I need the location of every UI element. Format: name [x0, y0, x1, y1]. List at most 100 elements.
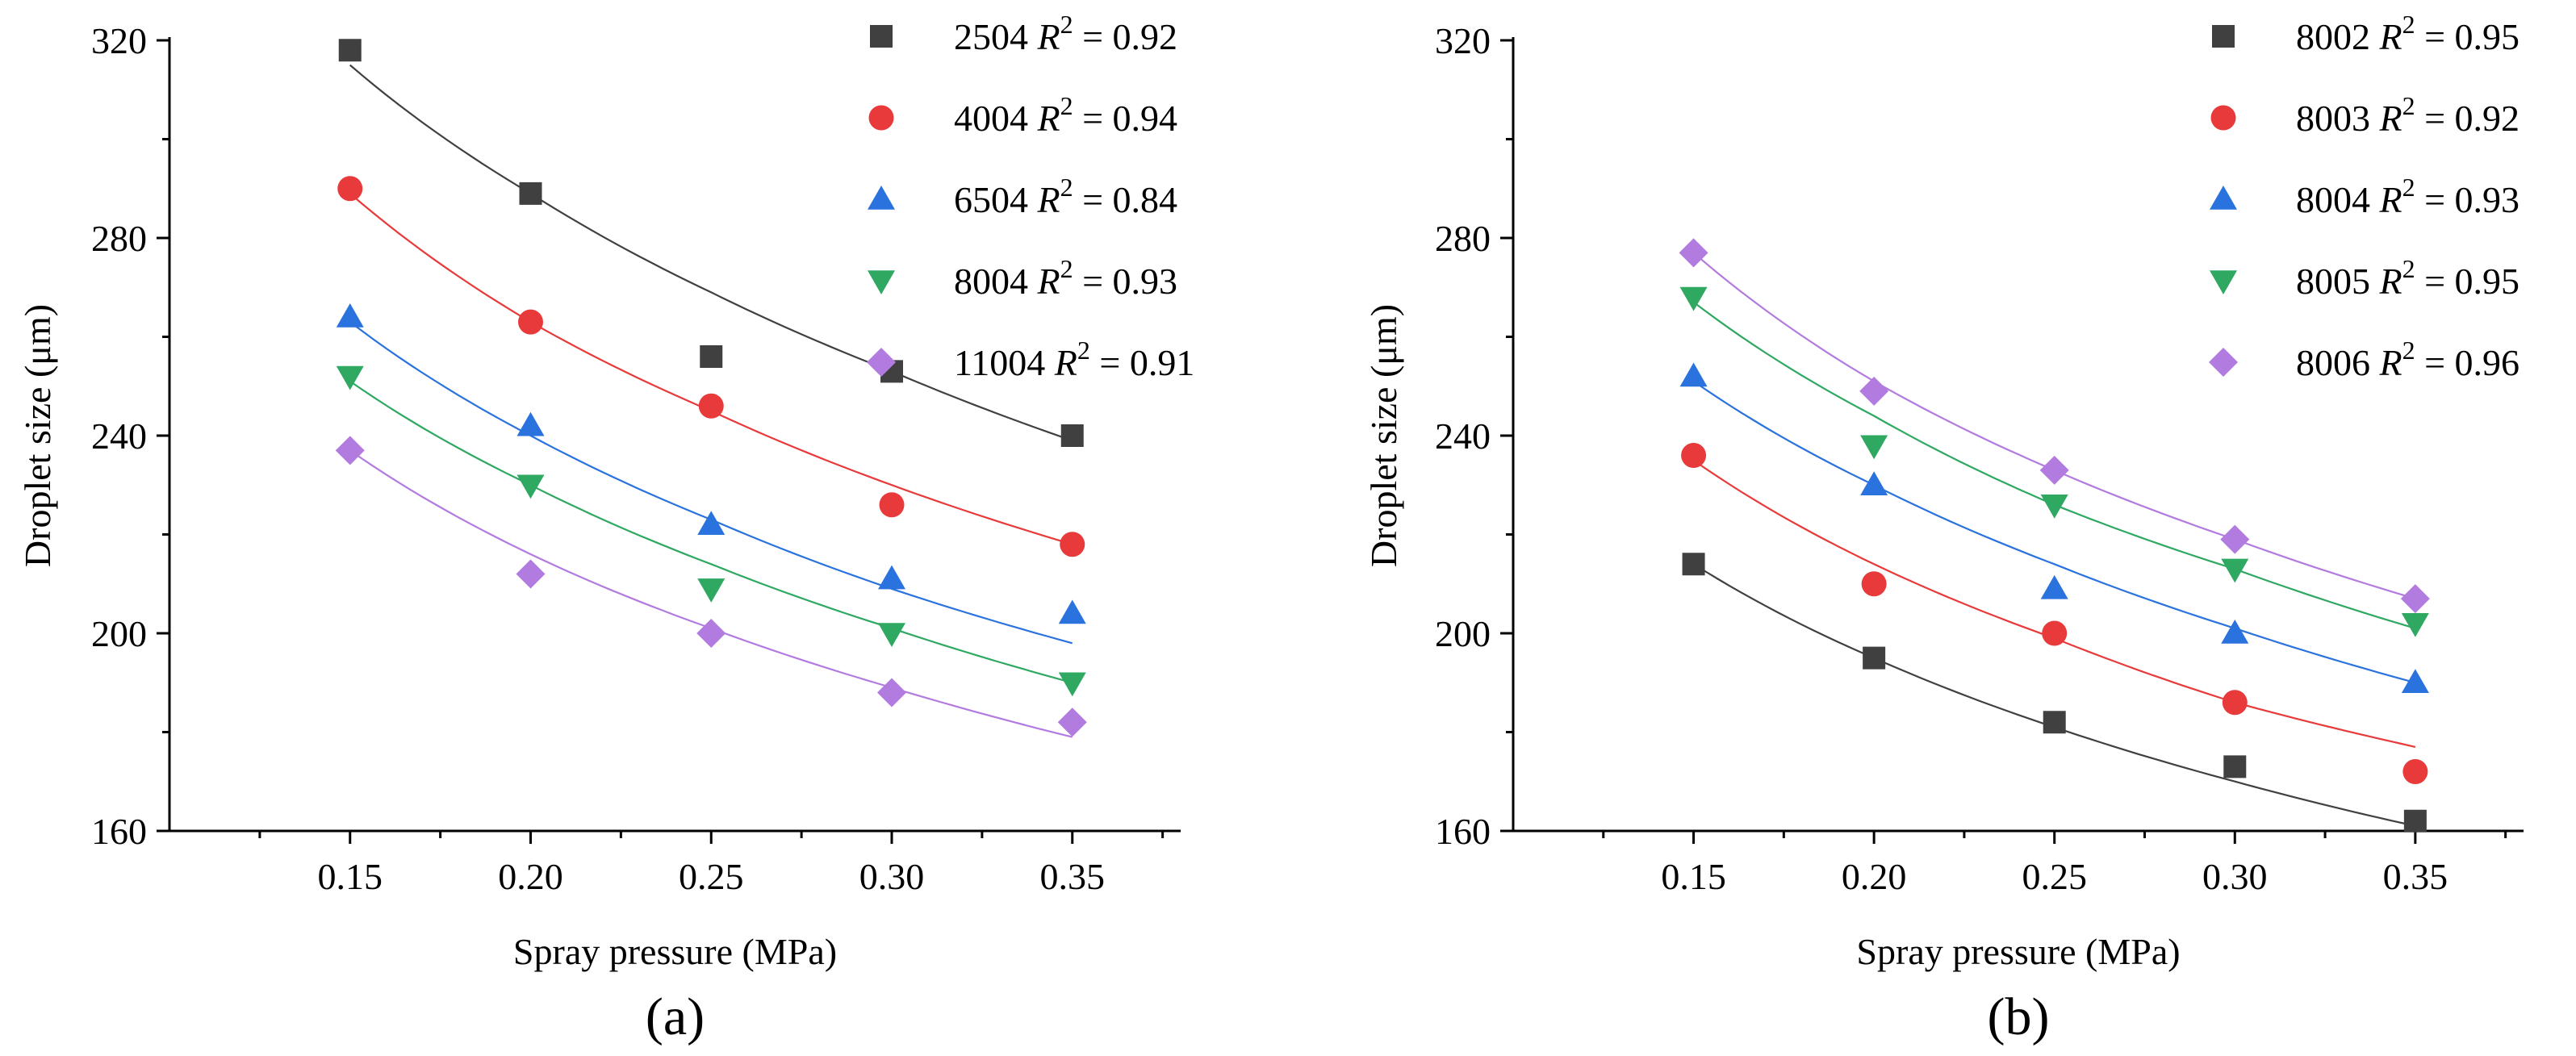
- data-point-8002: [1863, 646, 1886, 670]
- data-point-6504: [1058, 599, 1086, 624]
- data-point-8002: [2403, 809, 2427, 833]
- y-tick-label: 280: [91, 218, 147, 259]
- legend-entry-6504: 6504 R2 = 0.84: [954, 173, 1177, 220]
- data-point-11004: [696, 619, 726, 648]
- legend-series-name: 8003: [2296, 98, 2370, 139]
- legend-r2-value: = 0.94: [1073, 98, 1177, 139]
- legend-r2-value: = 0.95: [2415, 261, 2520, 302]
- panel-label: (b): [1988, 987, 2050, 1046]
- legend-marker-4004: [868, 105, 894, 131]
- x-tick-label: 0.35: [1040, 856, 1106, 897]
- legend-r2-value: = 0.93: [2415, 179, 2520, 220]
- legend-superscript: 2: [2402, 254, 2415, 283]
- fit-line-8002: [1693, 563, 2416, 827]
- fit-line-8004: [1692, 380, 2416, 684]
- x-tick-label: 0.25: [2022, 856, 2087, 897]
- data-point-8005: [1860, 435, 1888, 460]
- data-point-6504: [878, 565, 905, 590]
- legend-r-symbol: R: [1028, 179, 1060, 220]
- legend-marker-8004: [868, 270, 895, 294]
- data-point-4004: [518, 309, 543, 335]
- legend-r2-value: = 0.96: [2415, 342, 2520, 383]
- legend-marker-8003: [2210, 105, 2236, 131]
- data-point-4004: [337, 176, 363, 202]
- legend-superscript: 2: [2402, 173, 2415, 202]
- x-tick-label: 0.20: [1842, 856, 1907, 897]
- data-point-11004: [516, 559, 546, 589]
- legend-superscript: 2: [1060, 254, 1073, 283]
- data-point-8003: [2042, 620, 2068, 646]
- legend-r2-value: = 0.84: [1073, 179, 1177, 220]
- legend-series-name: 6504: [954, 179, 1028, 220]
- data-point-2504: [1060, 424, 1084, 447]
- legend-entry-2504: 2504 R2 = 0.92: [954, 10, 1177, 57]
- legend-entry-11004: 11004 R2 = 0.91: [954, 336, 1194, 383]
- legend-r-symbol: R: [1045, 342, 1077, 383]
- x-axis-title: Spray pressure (MPa): [513, 931, 837, 972]
- data-point-8004: [2040, 574, 2068, 599]
- legend-series-name: 11004: [954, 342, 1045, 383]
- y-tick-label: 200: [1435, 613, 1491, 654]
- data-point-8004: [1679, 362, 1708, 387]
- data-point-8003: [1681, 443, 1707, 468]
- data-point-2504: [700, 345, 723, 368]
- data-point-8004: [697, 578, 726, 603]
- legend-marker-8002: [2212, 25, 2235, 48]
- legend-marker-8004: [2210, 186, 2237, 210]
- legend-series-name: 4004: [954, 98, 1028, 139]
- data-point-11004: [1057, 707, 1087, 737]
- legend-r2-value: = 0.91: [1090, 342, 1194, 383]
- legend-r-symbol: R: [2370, 179, 2402, 220]
- chart-panel-a: 160 200 240 280 320 0.15 0.20 0.25 0.30 0.35 Spray…: [17, 10, 1194, 1046]
- y-tick-label: 200: [91, 613, 147, 654]
- x-tick-label: 0.35: [2383, 856, 2448, 897]
- legend-marker-11004: [867, 348, 896, 377]
- data-point-8004: [878, 623, 905, 647]
- y-tick-label: 160: [1435, 811, 1491, 852]
- data-point-8006: [2400, 584, 2430, 614]
- data-point-8006: [2039, 455, 2069, 485]
- legend-r-symbol: R: [1028, 98, 1060, 139]
- legend-superscript: 2: [1060, 10, 1073, 39]
- data-point-11004: [335, 436, 365, 465]
- legend-entry-8005: 8005 R2 = 0.95: [2296, 254, 2520, 302]
- x-tick-label: 0.20: [498, 856, 563, 897]
- legend-superscript: 2: [1060, 173, 1073, 202]
- data-point-11004: [877, 678, 906, 707]
- legend-series-name: 8005: [2296, 261, 2370, 302]
- data-point-2504: [519, 182, 542, 205]
- data-point-2504: [338, 39, 362, 62]
- data-point-8004: [336, 365, 364, 390]
- legend-entry-8002: 8002 R2 = 0.95: [2296, 10, 2520, 57]
- legend-r-symbol: R: [1028, 261, 1060, 302]
- legend-marker-8005: [2210, 270, 2237, 294]
- legend-r2-value: = 0.92: [2415, 98, 2520, 139]
- legend-entry-8004: 8004 R2 = 0.93: [954, 254, 1177, 302]
- data-point-8002: [2043, 711, 2066, 734]
- legend-superscript: 2: [2402, 91, 2415, 120]
- data-point-8005: [2401, 613, 2429, 637]
- data-point-8004: [2221, 620, 2249, 644]
- legend-r2-value: = 0.92: [1073, 16, 1177, 57]
- data-point-8003: [1861, 571, 1887, 597]
- x-tick-label: 0.30: [2202, 856, 2268, 897]
- x-tick-label: 0.25: [679, 856, 744, 897]
- y-tick-label: 320: [91, 20, 147, 61]
- data-point-8005: [1679, 286, 1708, 311]
- legend-superscript: 2: [2402, 336, 2415, 365]
- legend-entry-8006: 8006 R2 = 0.96: [2296, 336, 2520, 383]
- legend-superscript: 2: [1077, 336, 1090, 365]
- fit-line-8004: [349, 380, 1073, 684]
- legend-series-name: 8004: [954, 261, 1028, 302]
- y-tick-label: 240: [1435, 415, 1491, 457]
- data-point-8002: [1682, 553, 1705, 576]
- data-point-8003: [2402, 759, 2428, 784]
- legend-entry-8003: 8003 R2 = 0.92: [2296, 91, 2520, 139]
- legend-r-symbol: R: [2370, 16, 2402, 57]
- panel-label: (a): [646, 987, 705, 1046]
- data-point-4004: [879, 492, 905, 518]
- legend-series-name: 8004: [2296, 179, 2370, 220]
- data-point-8002: [2223, 755, 2247, 778]
- data-point-8003: [2222, 690, 2248, 716]
